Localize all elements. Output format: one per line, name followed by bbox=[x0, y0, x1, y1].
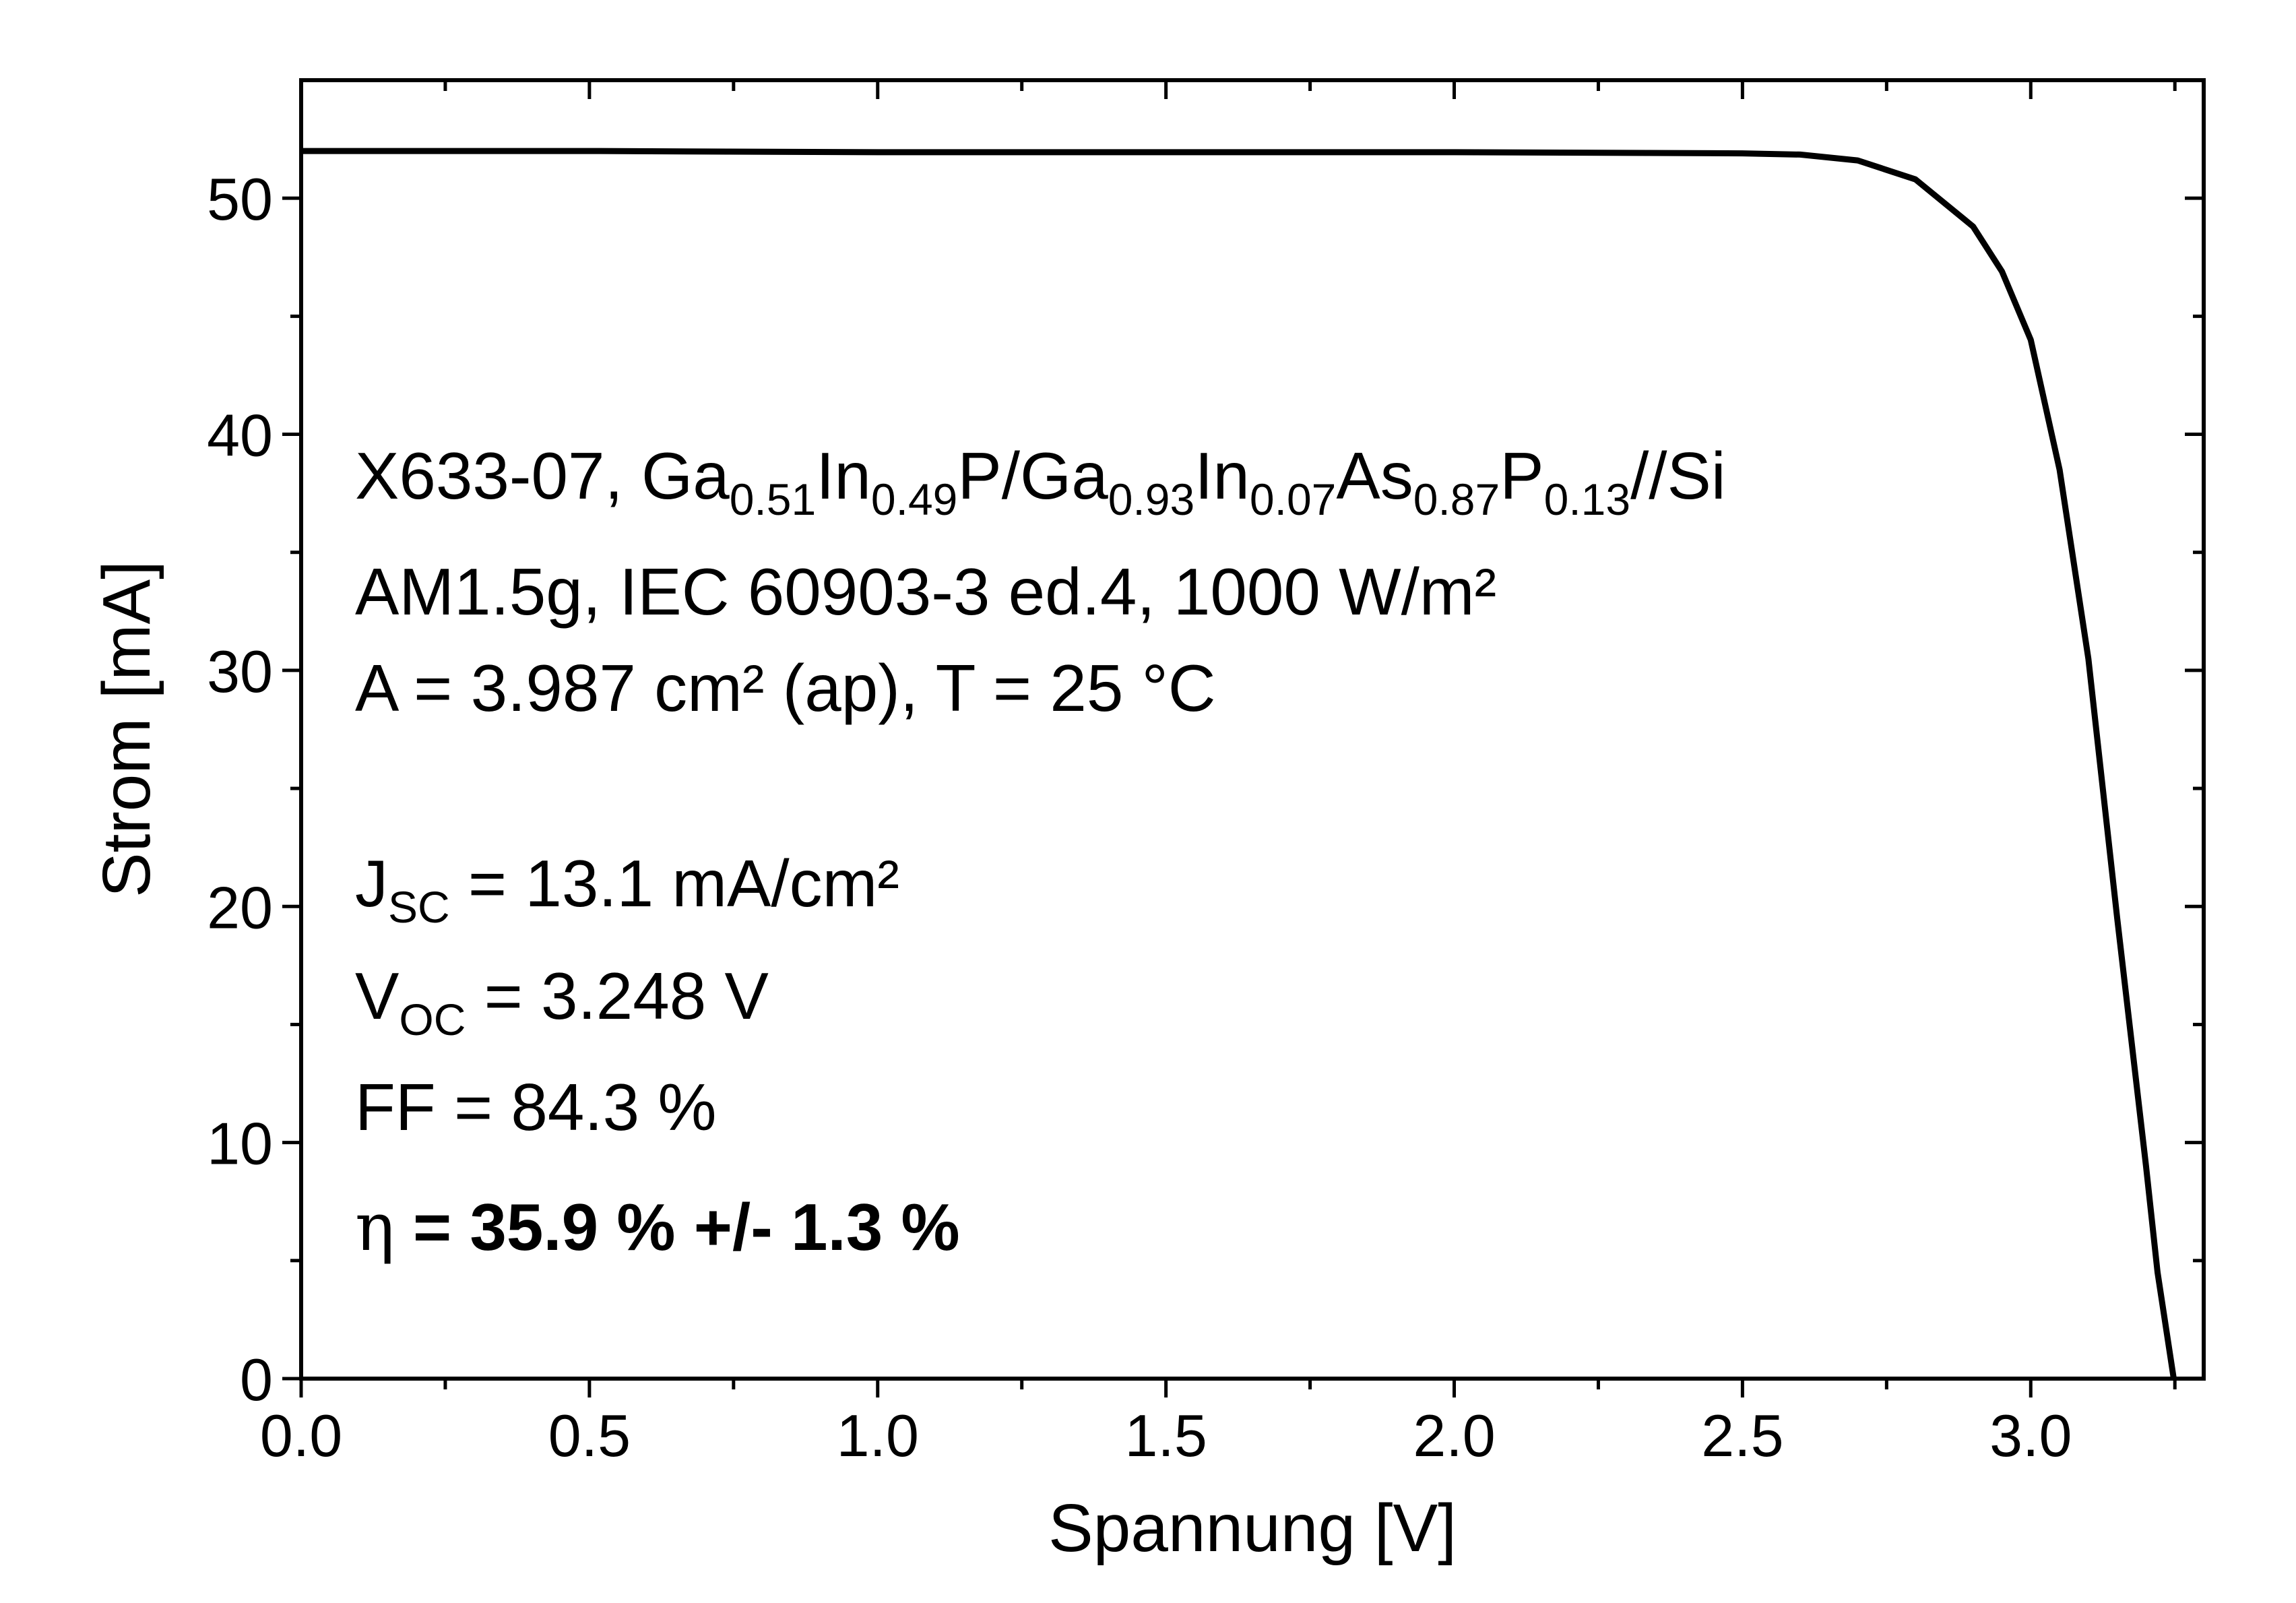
y-tick-label: 10 bbox=[207, 1110, 273, 1177]
x-tick-label: 2.5 bbox=[1701, 1402, 1783, 1469]
composition-element: P bbox=[1500, 439, 1543, 513]
composition-subscript: 0.51 bbox=[730, 474, 816, 524]
composition-subscript: 0.07 bbox=[1250, 474, 1336, 524]
composition-element: Ga bbox=[641, 439, 730, 513]
composition-element: In bbox=[816, 439, 871, 513]
y-tick-label: 50 bbox=[207, 166, 273, 232]
x-axis-title: Spannung [V] bbox=[1048, 1490, 1457, 1566]
voc-symbol: V bbox=[355, 959, 399, 1033]
composition-subscript: 0.13 bbox=[1544, 474, 1630, 524]
y-axis-title: Strom [mA] bbox=[89, 561, 164, 898]
voc-subscript: OC bbox=[399, 995, 466, 1044]
x-tick-label: 2.0 bbox=[1413, 1402, 1495, 1469]
y-tick-label: 0 bbox=[240, 1346, 273, 1413]
x-tick-label: 1.5 bbox=[1124, 1402, 1207, 1469]
annotation-voc: VOC = 3.248 V bbox=[355, 959, 769, 1044]
eta-value: = 35.9 % +/- 1.3 % bbox=[395, 1190, 960, 1264]
annotation-sample-composition: X633-07, Ga0.51In0.49P/Ga0.93In0.07As0.8… bbox=[355, 439, 1726, 524]
iv-curve-line bbox=[301, 148, 2177, 1379]
jsc-value: = 13.1 mA/cm² bbox=[450, 846, 899, 920]
annotation-block: X633-07, Ga0.51In0.49P/Ga0.93In0.07As0.8… bbox=[355, 439, 1726, 1266]
annotation-jsc: JSC = 13.1 mA/cm² bbox=[355, 846, 899, 932]
annotation-spectrum: AM1.5g, IEC 60903-3 ed.4, 1000 W/m² bbox=[355, 555, 1496, 629]
composition-element: In bbox=[1194, 439, 1250, 513]
voc-value: = 3.248 V bbox=[466, 959, 769, 1033]
plot-frame bbox=[299, 78, 2206, 1381]
jsc-symbol: J bbox=[355, 846, 388, 920]
x-tick-label: 3.0 bbox=[1989, 1402, 2072, 1469]
y-tick-label: 20 bbox=[207, 874, 273, 941]
composition-element: P/Ga bbox=[957, 439, 1108, 513]
x-tick-label: 0.5 bbox=[548, 1402, 631, 1469]
composition-substrate: //Si bbox=[1630, 439, 1726, 513]
composition-subscript: 0.87 bbox=[1413, 474, 1500, 524]
composition-subscript: 0.49 bbox=[871, 474, 957, 524]
composition-subscript: 0.93 bbox=[1108, 474, 1194, 524]
annotation-efficiency: η = 35.9 % +/- 1.3 % bbox=[355, 1189, 960, 1266]
y-tick-label: 40 bbox=[207, 402, 273, 469]
y-tick-label: 30 bbox=[207, 638, 273, 705]
eta-symbol: η bbox=[355, 1189, 395, 1266]
x-tick-label: 0.0 bbox=[260, 1402, 342, 1469]
composition-element: As bbox=[1336, 439, 1413, 513]
sample-id: X633-07, bbox=[355, 439, 641, 513]
x-tick-label: 1.0 bbox=[837, 1402, 919, 1469]
annotation-ff: FF = 84.3 % bbox=[355, 1070, 717, 1144]
annotation-area-temperature: A = 3.987 cm² (ap), T = 25 °C bbox=[355, 651, 1216, 725]
axis-tick-labels: 0.0 0.5 1.0 1.5 2.0 2.5 3.0 0 10 20 30 40 50 bbox=[207, 166, 2072, 1469]
jsc-subscript: SC bbox=[388, 882, 450, 932]
